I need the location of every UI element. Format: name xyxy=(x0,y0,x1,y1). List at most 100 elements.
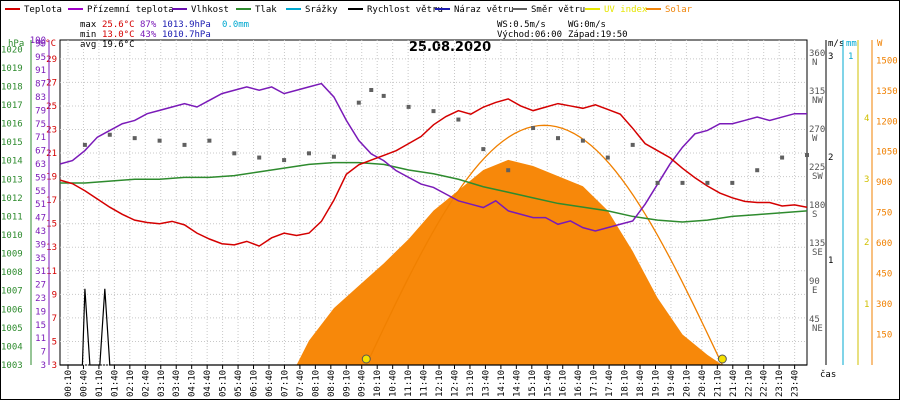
axis-tick-pct: 71 xyxy=(35,133,46,143)
stats-min-label: min xyxy=(80,30,96,40)
x-tick-label: 04:10 xyxy=(188,370,198,397)
axis-tick-degc: 5 xyxy=(52,337,57,347)
wind-direction-point xyxy=(406,104,411,109)
x-tick-label: 22:10 xyxy=(744,370,754,397)
x-tick-label: 01:10 xyxy=(95,370,105,397)
axis-tick-watt: 450 xyxy=(876,270,892,280)
x-tick-label: 11:40 xyxy=(420,370,430,397)
x-tick-label: 05:10 xyxy=(219,370,229,397)
sunset-marker xyxy=(717,354,727,364)
sunrise-info: Východ:06:00 xyxy=(497,30,562,40)
wind-direction-point xyxy=(82,142,87,147)
legend-label-solar: Solar xyxy=(665,5,693,15)
x-tick-label: 19:40 xyxy=(667,370,677,397)
axis-tick-watt: 750 xyxy=(876,209,892,219)
wind-direction-point xyxy=(705,180,710,185)
axis-tick-pct: 47 xyxy=(35,214,46,224)
series-line-humidity xyxy=(59,82,807,232)
axis-tick-dir-name: SE xyxy=(812,248,823,258)
axis-tick-pct: 87 xyxy=(35,80,46,90)
stats-max-hum: 87% xyxy=(140,20,157,30)
wind-direction-point xyxy=(580,138,585,143)
axis-tick-hpa: 1006 xyxy=(1,305,23,315)
axis-tick-dir-deg: 360 xyxy=(809,49,825,59)
axis-tick-pct: 31 xyxy=(35,267,46,277)
x-tick-label: 21:40 xyxy=(729,370,739,397)
axis-tick-dir-deg: 315 xyxy=(809,87,825,97)
axis-tick-ms: 3 xyxy=(828,52,833,62)
x-tick-label: 07:40 xyxy=(296,370,306,397)
x-tick-label: 15:10 xyxy=(528,370,538,397)
legend-label-smer-vetru: Směr větru xyxy=(531,5,585,15)
axis-tick-dir-deg: 135 xyxy=(809,239,825,249)
wind-direction-point xyxy=(331,154,336,159)
axis-tick-degc: 3 xyxy=(52,361,57,371)
x-tick-label: 10:40 xyxy=(389,370,399,397)
x-tick-label: 20:40 xyxy=(698,370,708,397)
axis-tick-hpa: 1018 xyxy=(1,82,23,92)
axis-tick-dir-name: SW xyxy=(812,172,823,182)
axis-tick-degc: 7 xyxy=(52,314,57,324)
axis-tick-pct: 63 xyxy=(35,160,46,170)
axis-tick-pct: 11 xyxy=(35,334,46,344)
wind-info: WS:0.5m/s WG:0m/s Východ:06:00 Západ:19:… xyxy=(497,20,628,40)
wind-direction-point xyxy=(381,93,386,98)
axis-tick-hpa: 1007 xyxy=(1,287,23,297)
axis-tick-degc: 29 xyxy=(46,55,57,65)
x-tick-label: 13:10 xyxy=(466,370,476,397)
axis-tick-hpa: 1011 xyxy=(1,212,23,222)
axis-tick-watt: 1350 xyxy=(876,87,898,97)
axis-tick-pct: 55 xyxy=(35,187,46,197)
axis-tick-watt: 900 xyxy=(876,178,892,188)
axis-tick-pct: 35 xyxy=(35,254,46,264)
x-tick-label: 18:10 xyxy=(621,370,631,397)
x-tick-label: 21:10 xyxy=(713,370,723,397)
axis-tick-pct: 91 xyxy=(35,66,46,76)
x-tick-label: 02:40 xyxy=(141,370,151,397)
axis-tick-uv: 4 xyxy=(864,114,869,124)
wind-direction-layer xyxy=(82,88,809,185)
wind-direction-point xyxy=(356,100,361,105)
x-tick-label: 05:40 xyxy=(234,370,244,397)
legend: Teplota Přízemní teplota Vlhkost Tlak Sr… xyxy=(5,5,693,15)
axis-tick-uv: 1 xyxy=(864,300,869,310)
x-tick-label: 17:10 xyxy=(590,370,600,397)
legend-label-naraz-vetru: Náraz větru xyxy=(454,5,514,15)
wind-gust-info: WG:0m/s xyxy=(568,20,606,30)
axis-tick-pct: 79 xyxy=(35,106,46,116)
axis-tick-dir-name: S xyxy=(812,210,817,220)
x-tick-label: 04:40 xyxy=(203,370,213,397)
x-tick-label: 11:10 xyxy=(404,370,414,397)
axis-tick-hpa: 1013 xyxy=(1,175,23,185)
axis-title-pct: % xyxy=(38,39,44,49)
x-tick-label: 09:40 xyxy=(358,370,368,397)
wind-direction-point xyxy=(207,138,212,143)
axis-tick-hpa: 1010 xyxy=(1,231,23,241)
axis-tick-dir-deg: 270 xyxy=(809,125,825,135)
axis-tick-pct: 43 xyxy=(35,227,46,237)
stats-max-press: 1013.9hPa xyxy=(162,20,211,30)
axis-tick-pct: 23 xyxy=(35,294,46,304)
wind-direction-point xyxy=(481,147,486,152)
axis-title-hpa: hPa xyxy=(8,39,24,49)
series-line-wind-speed xyxy=(60,288,807,366)
axis-tick-pct: 59 xyxy=(35,173,46,183)
wind-direction-point xyxy=(655,180,660,185)
axis-tick-ms: 1 xyxy=(828,256,833,266)
sunrise-marker xyxy=(361,354,371,364)
x-tick-label: 02:10 xyxy=(126,370,136,397)
axis-tick-uv: 2 xyxy=(864,238,869,248)
x-tick-label: 18:40 xyxy=(636,370,646,397)
x-tick-label: 14:40 xyxy=(512,370,522,397)
legend-label-teplota: Teplota xyxy=(24,5,62,15)
axis-tick-uv: 3 xyxy=(864,175,869,185)
axis-tick-pct: 75 xyxy=(35,120,46,130)
x-axis: 00:10 00:40 01:10 01:40 02:10 02:40 03:10 03:40… xyxy=(64,365,801,397)
axis-tick-pct: 27 xyxy=(35,281,46,291)
axis-tick-dir-deg: 225 xyxy=(809,163,825,173)
axis-tick-dir-deg: 90 xyxy=(809,277,820,287)
axis-title-watt: W xyxy=(877,39,883,49)
x-tick-label: 22:40 xyxy=(760,370,770,397)
chart-title: 25.08.2020 xyxy=(409,40,491,55)
